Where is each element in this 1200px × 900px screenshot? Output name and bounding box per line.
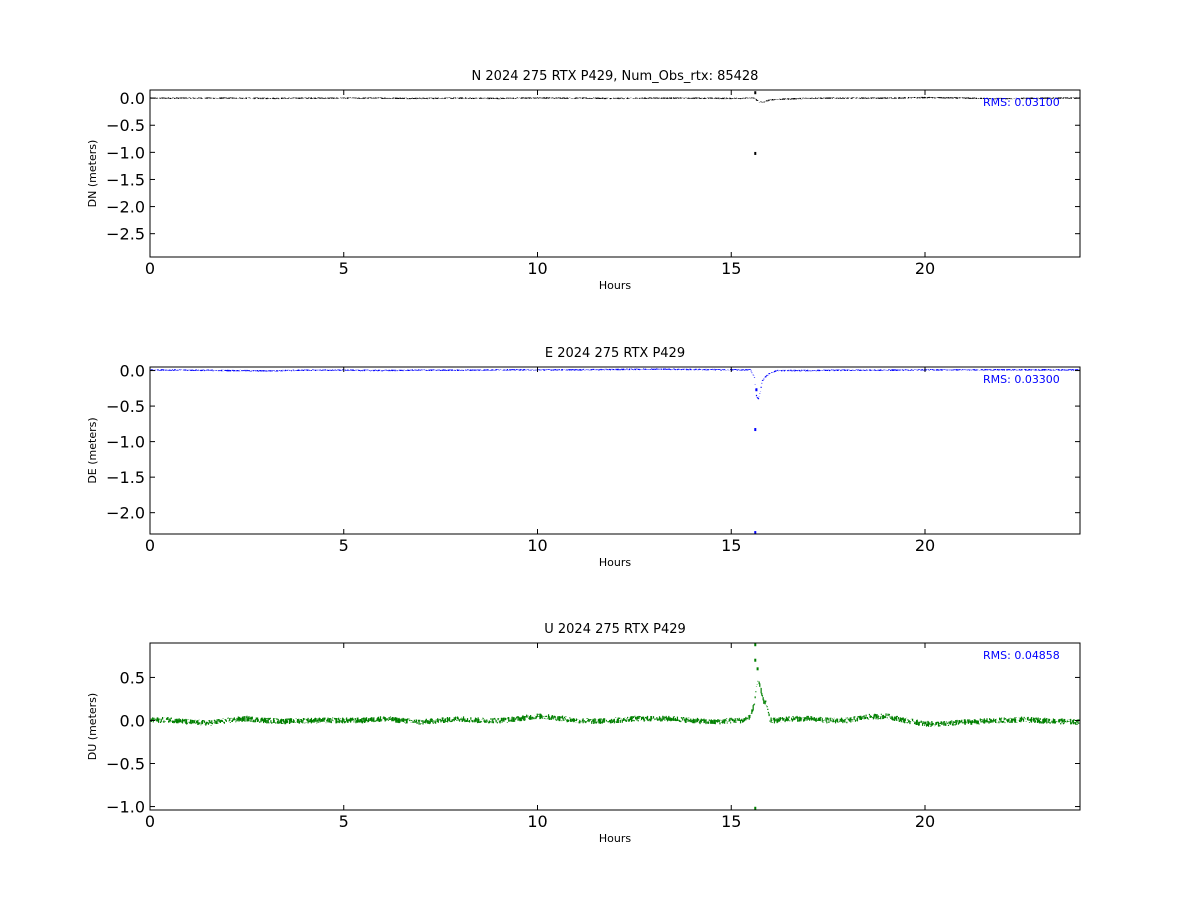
axes-frame (149, 366, 1081, 535)
chart-panel-n: 0 5 10 15 20 0.0 −0.5 −1.0 −1.5 −2.0 −2.5 N 2024 27… (86, 69, 1081, 292)
y-tick-label: 0.0 (120, 711, 145, 730)
chart-title: U 2024 275 RTX P429 (544, 622, 686, 637)
y-tick-label: 0.0 (120, 89, 145, 108)
x-tick-label: 10 (527, 259, 547, 278)
series-band-0 (150, 96, 1080, 103)
y-tick-label: 0.0 (120, 362, 145, 381)
y-tick-label: −2.0 (106, 504, 145, 523)
outlier-point-0 (754, 428, 757, 432)
axes-frame (149, 89, 1081, 258)
x-tick-label: 15 (721, 259, 741, 278)
x-tick-label: 15 (721, 536, 741, 555)
axes-frame (149, 642, 1081, 811)
chart-title: N 2024 275 RTX P429, Num_Obs_rtx: 85428 (472, 69, 759, 84)
x-tick-label: 15 (721, 812, 741, 831)
series-band-0 (150, 679, 1080, 727)
series-u (150, 643, 1080, 810)
outlier-point-0 (754, 643, 757, 647)
y-tick-label: 0.5 (120, 668, 145, 687)
x-tick-label: 0 (145, 259, 155, 278)
x-axis-label: Hours (599, 279, 631, 292)
x-tick-label: 20 (915, 536, 935, 555)
chart-panel-u: 0 5 10 15 20 0.5 0.0 −0.5 −1.0 U 2024 275 RTX P42… (86, 622, 1081, 845)
rms-annotation: RMS: 0.04858 (983, 649, 1060, 662)
y-tick-label: −0.5 (106, 116, 145, 135)
y-tick-label: −1.0 (106, 798, 145, 817)
y-axis-label: DE (meters) (86, 417, 99, 483)
rms-annotation: RMS: 0.03100 (983, 96, 1060, 109)
y-tick-label: −0.5 (106, 755, 145, 774)
y-tick-label: −2.5 (106, 225, 145, 244)
y-tick-label: −1.5 (106, 468, 145, 487)
x-tick-label: 10 (527, 536, 547, 555)
y-tick-label: −1.5 (106, 170, 145, 189)
y-axis-label: DN (meters) (86, 140, 99, 208)
series-n (150, 91, 1080, 155)
outlier-point-2 (754, 531, 757, 534)
series-band-0 (150, 368, 1080, 400)
x-tick-label: 0 (145, 536, 155, 555)
y-tick-label: −2.0 (106, 198, 145, 217)
x-tick-label: 5 (339, 259, 349, 278)
y-tick-label: −1.0 (106, 433, 145, 452)
series-e (150, 368, 1080, 534)
chart-panel-e: 0 5 10 15 20 0.0 −0.5 −1.0 −1.5 −2.0 E 2024 275 RT… (86, 346, 1081, 569)
y-axis-label: DU (meters) (86, 693, 99, 760)
x-tick-label: 5 (339, 812, 349, 831)
x-tick-label: 10 (527, 812, 547, 831)
outlier-point-3 (754, 806, 757, 810)
x-tick-label: 20 (915, 812, 935, 831)
x-tick-label: 20 (915, 259, 935, 278)
outlier-point-0 (754, 151, 757, 155)
y-tick-label: −1.0 (106, 143, 145, 162)
x-tick-label: 5 (339, 536, 349, 555)
x-axis-label: Hours (599, 832, 631, 845)
chart-title: E 2024 275 RTX P429 (545, 346, 685, 361)
outlier-point-1 (754, 658, 757, 662)
rms-annotation: RMS: 0.03300 (983, 373, 1060, 386)
x-axis-label: Hours (599, 556, 631, 569)
y-tick-label: −0.5 (106, 397, 145, 416)
outlier-point-1 (754, 91, 757, 95)
x-tick-label: 0 (145, 812, 155, 831)
outlier-point-2 (756, 667, 759, 671)
outlier-point-1 (755, 388, 758, 392)
